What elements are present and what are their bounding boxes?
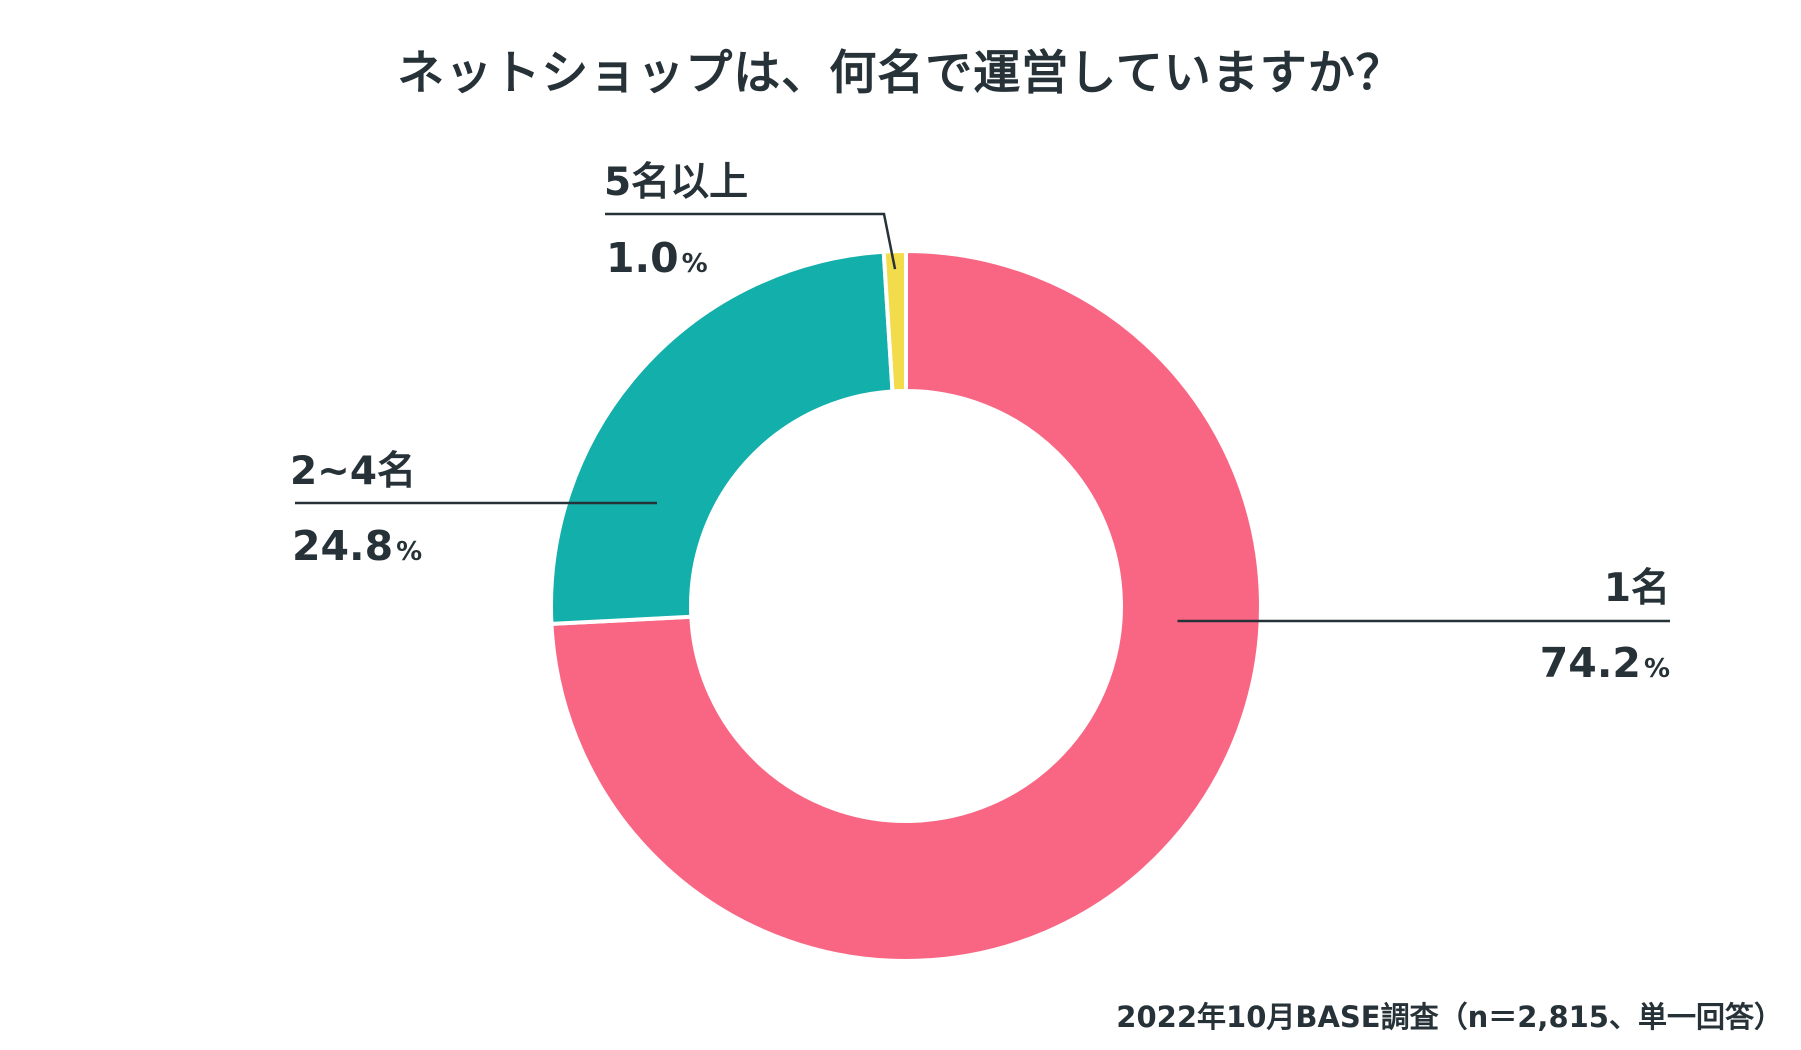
leader-line-5-plus [605,212,897,270]
value-label-5-plus: 1.0% [606,234,708,282]
chart-title: ネットショップは、何名で運営していますか？ [397,46,1404,101]
value-label-1: 74.2% [1540,639,1670,687]
category-label-1: 1名 [1604,566,1670,611]
category-label-2-4: 2~4名 [290,449,416,494]
slice-1 [549,249,1263,963]
slice-2-4 [549,249,895,626]
value-label-2-4: 24.8% [292,522,422,570]
source-note: 2022年10月BASE調査（n＝2,815、単一回答） [1116,1000,1783,1034]
category-label-5-plus: 5名以上 [604,160,748,205]
